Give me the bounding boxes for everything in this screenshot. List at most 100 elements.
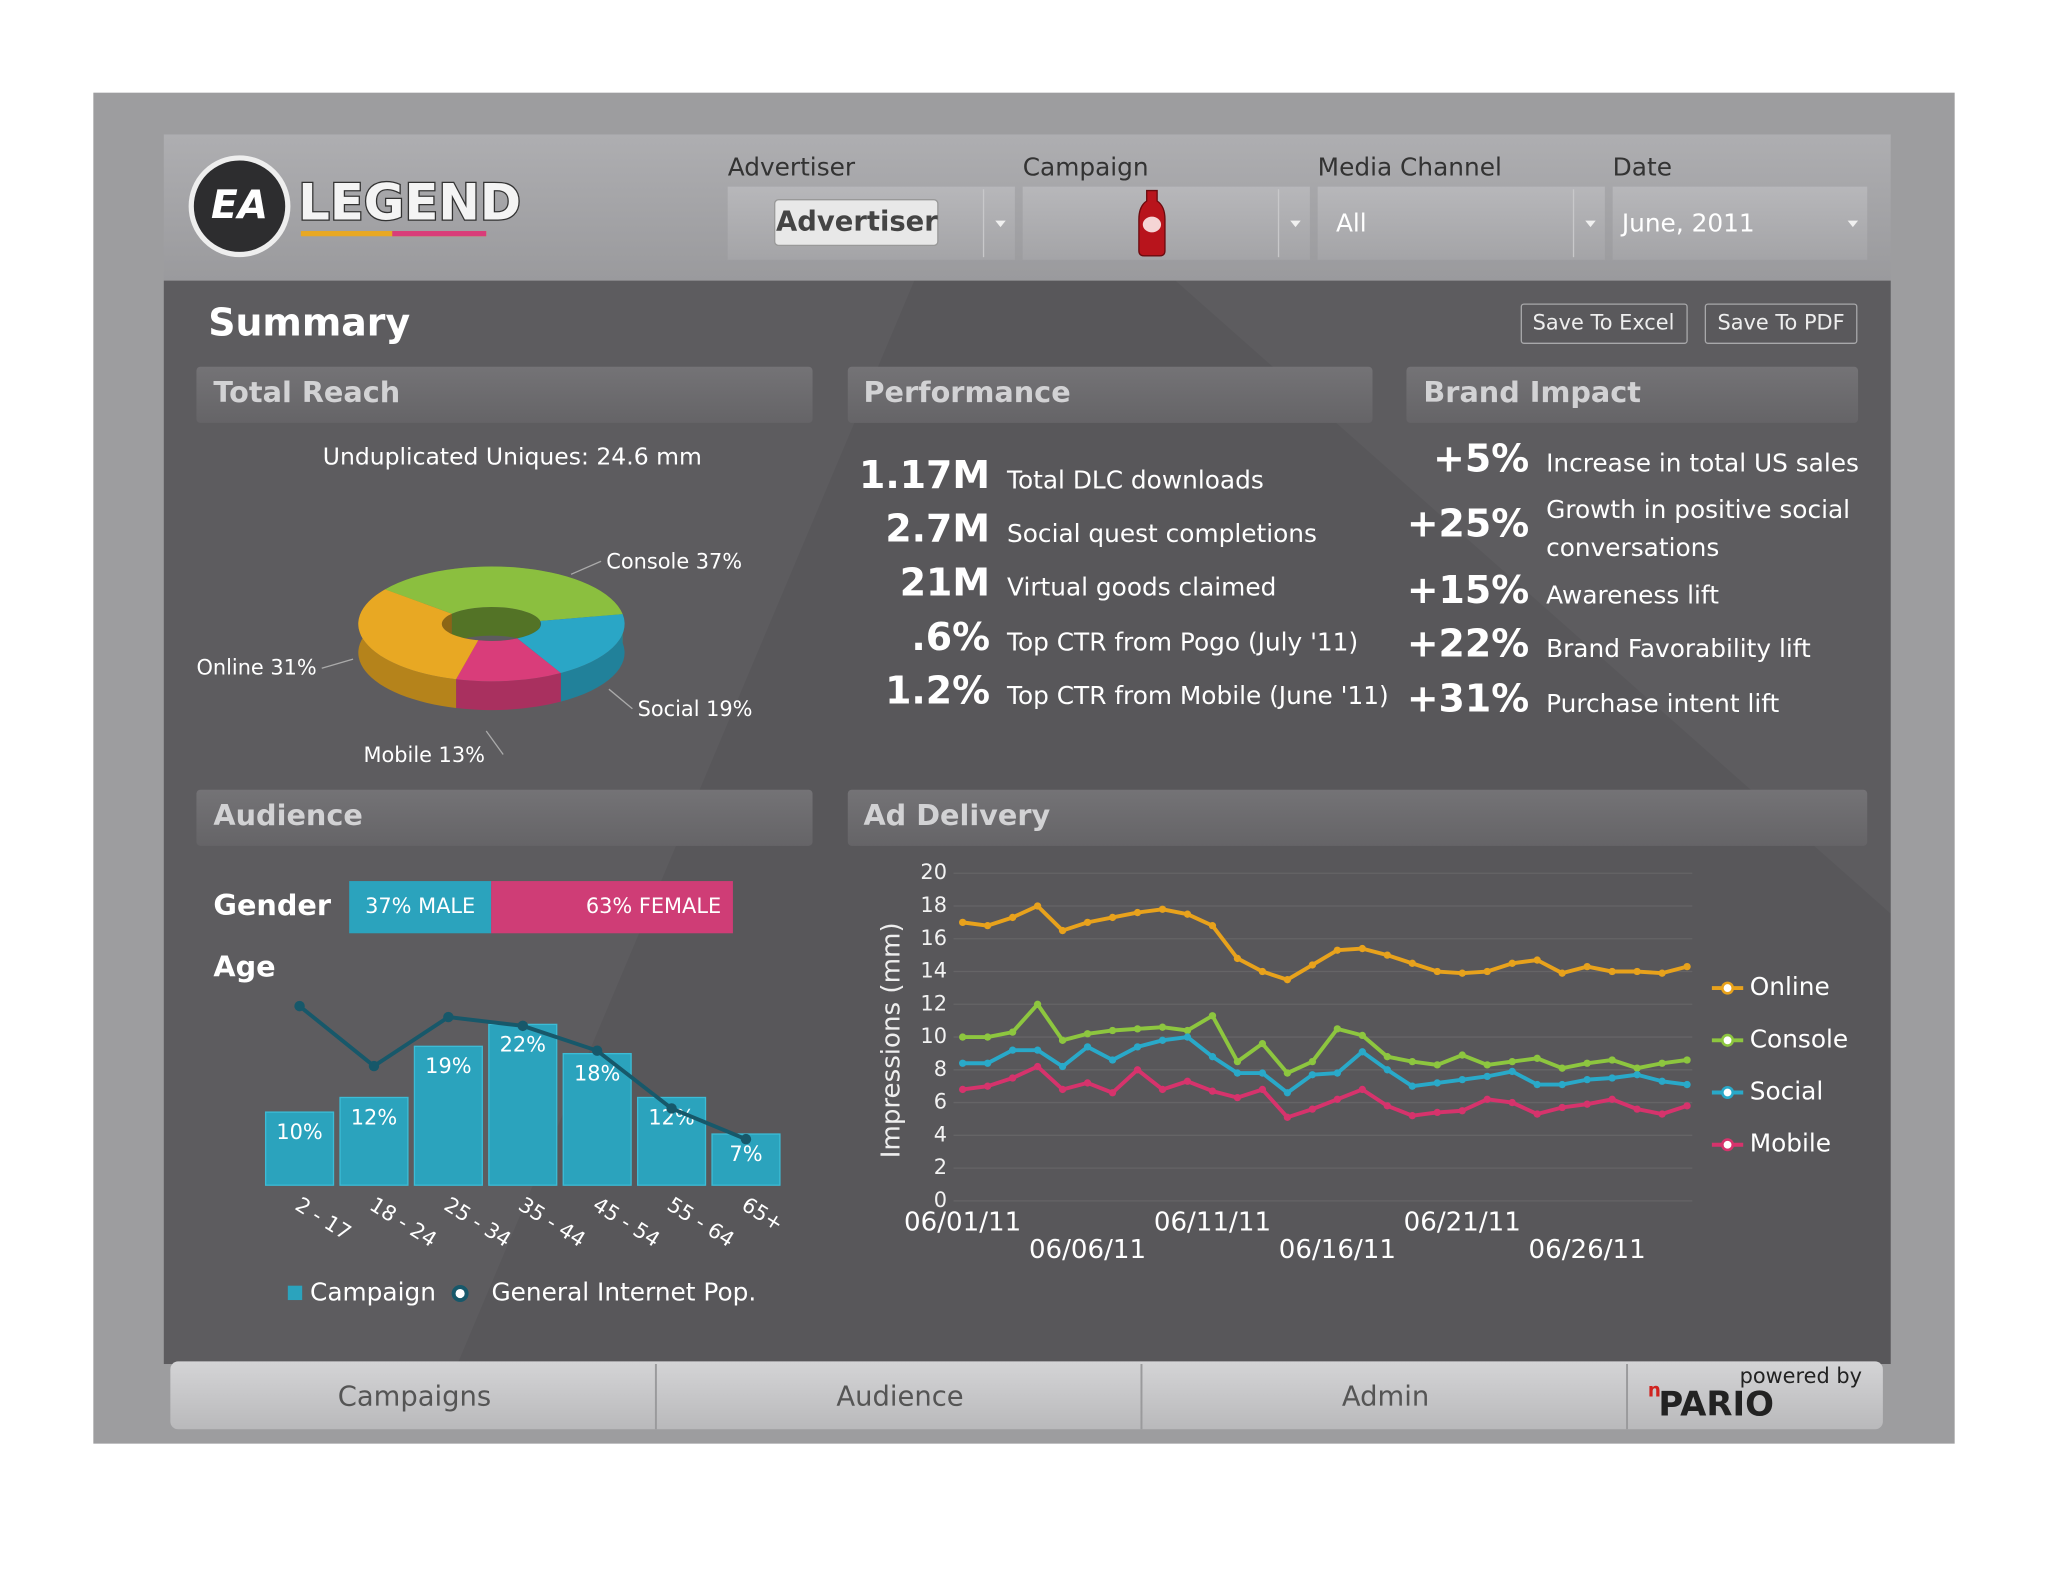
y-tick-label: 18: [920, 893, 947, 917]
pie-label: Social 19%: [638, 697, 753, 721]
section-title: Total Reach: [213, 375, 400, 409]
advertiser-chip[interactable]: [774, 199, 939, 247]
dropdown-arrow[interactable]: [1585, 220, 1596, 228]
tab-label[interactable]: Admin: [1342, 1381, 1429, 1412]
filter-value[interactable]: Advertiser: [776, 207, 938, 238]
section-header: [847, 366, 1373, 423]
x-tick-label: 06/21/11: [1404, 1208, 1521, 1238]
series-point: [1233, 1094, 1242, 1102]
logo-badge: [188, 155, 291, 258]
series-point: [1483, 1072, 1491, 1081]
series-point: [958, 1059, 967, 1067]
save-excel-label[interactable]: Save To Excel: [1533, 311, 1675, 335]
age-bar: [339, 1096, 409, 1186]
age-line-point: [666, 1103, 677, 1114]
series-point: [1483, 1095, 1491, 1103]
logo-badge-text: EA: [211, 183, 268, 228]
tab-label[interactable]: Audience: [836, 1381, 963, 1412]
legend-marker: [1721, 1033, 1735, 1047]
series-point: [1058, 1062, 1067, 1071]
legend-label: Online: [1750, 972, 1830, 1001]
y-tick-label: 16: [920, 926, 947, 950]
pie-label-value: 37%: [696, 550, 742, 574]
series-point: [1058, 926, 1067, 935]
series-point: [1508, 1067, 1516, 1076]
series-point: [1258, 967, 1267, 976]
pie-label-category: Console: [606, 550, 689, 574]
pie-label-category: Mobile: [364, 743, 432, 767]
series-point: [1358, 1085, 1366, 1094]
series-line: [962, 1035, 1688, 1095]
series-point: [1383, 1102, 1391, 1110]
series-point: [1558, 1064, 1566, 1072]
brand-impact-list: +5% Increase in total US sales +25% Growth …: [1407, 436, 1859, 720]
series-point: [1058, 1036, 1067, 1044]
x-tick-label: 06/11/11: [1154, 1208, 1271, 1238]
pie-slice: [456, 638, 561, 682]
dropdown[interactable]: [1022, 186, 1310, 260]
series-point: [1158, 905, 1167, 913]
y-tick-label: 12: [920, 991, 947, 1015]
metric-label: Virtual goods claimed: [1007, 573, 1276, 602]
legend-swatch: [287, 1285, 303, 1301]
series-point: [1133, 1066, 1142, 1074]
dropdown[interactable]: [1317, 186, 1605, 260]
series-point: [1533, 956, 1541, 964]
age-line-point: [740, 1133, 752, 1145]
metric-label: Top CTR from Pogo (July '11): [1006, 628, 1358, 657]
series-point: [1608, 967, 1616, 976]
filter-label: Campaign: [1023, 152, 1149, 181]
age-bar: [264, 1111, 335, 1186]
series-point: [1458, 1107, 1466, 1115]
pie-label: Online 31%: [196, 655, 316, 679]
dropdown[interactable]: [1612, 186, 1868, 260]
series-point: [1008, 1046, 1017, 1054]
filter-value[interactable]: All: [1336, 209, 1367, 238]
save-excel-button[interactable]: [1520, 303, 1688, 344]
series-point: [1633, 1105, 1641, 1113]
pie-leader: [485, 730, 504, 755]
metric-value: 21M: [900, 560, 990, 604]
dropdown-arrow[interactable]: [1847, 220, 1859, 228]
series-point: [1258, 1085, 1267, 1094]
y-axis-label: Impressions (mm): [877, 922, 907, 1158]
series-point: [1283, 1069, 1292, 1077]
series-point: [1383, 951, 1391, 959]
series-point: [983, 1033, 992, 1041]
series-point: [1308, 1105, 1317, 1113]
pie-side: [560, 614, 625, 702]
brand-prefix: n: [1648, 1380, 1661, 1401]
age-title: Age: [213, 950, 275, 984]
filter-value[interactable]: June, 2011: [1620, 209, 1755, 238]
legend-label: Console: [1750, 1024, 1848, 1053]
section-title: Audience: [213, 798, 362, 832]
series-point: [1308, 1057, 1317, 1066]
series-point: [1083, 1030, 1092, 1038]
metric-value: .6%: [911, 615, 990, 659]
impact-label: Growth in positive social: [1546, 495, 1850, 524]
y-tick-label: 14: [920, 959, 947, 983]
series-point: [1083, 1043, 1092, 1051]
campaign-icon-label[interactable]: [1142, 216, 1162, 233]
dropdown-arrow[interactable]: [995, 220, 1006, 228]
series-point: [1183, 1077, 1192, 1085]
y-tick-label: 8: [934, 1057, 947, 1081]
series-point: [1583, 1100, 1591, 1108]
tab-label[interactable]: Campaigns: [338, 1381, 491, 1412]
series-point: [1158, 1036, 1167, 1044]
save-pdf-label[interactable]: Save To PDF: [1717, 311, 1844, 335]
y-tick-label: 0: [934, 1188, 947, 1212]
series-point: [1383, 1053, 1391, 1061]
dropdown-arrow[interactable]: [1290, 220, 1301, 228]
series-point: [1008, 913, 1017, 922]
series-point: [1408, 1057, 1416, 1066]
series-point: [1433, 1108, 1441, 1117]
metric-label: Social quest completions: [1007, 519, 1317, 548]
series-point: [1633, 967, 1641, 976]
age-bar-label: 7%: [729, 1142, 762, 1166]
series-point: [1408, 1112, 1416, 1120]
pie-label-value: 13%: [439, 743, 485, 767]
pie-label: Mobile 13%: [364, 743, 485, 767]
save-pdf-button[interactable]: [1704, 303, 1858, 344]
